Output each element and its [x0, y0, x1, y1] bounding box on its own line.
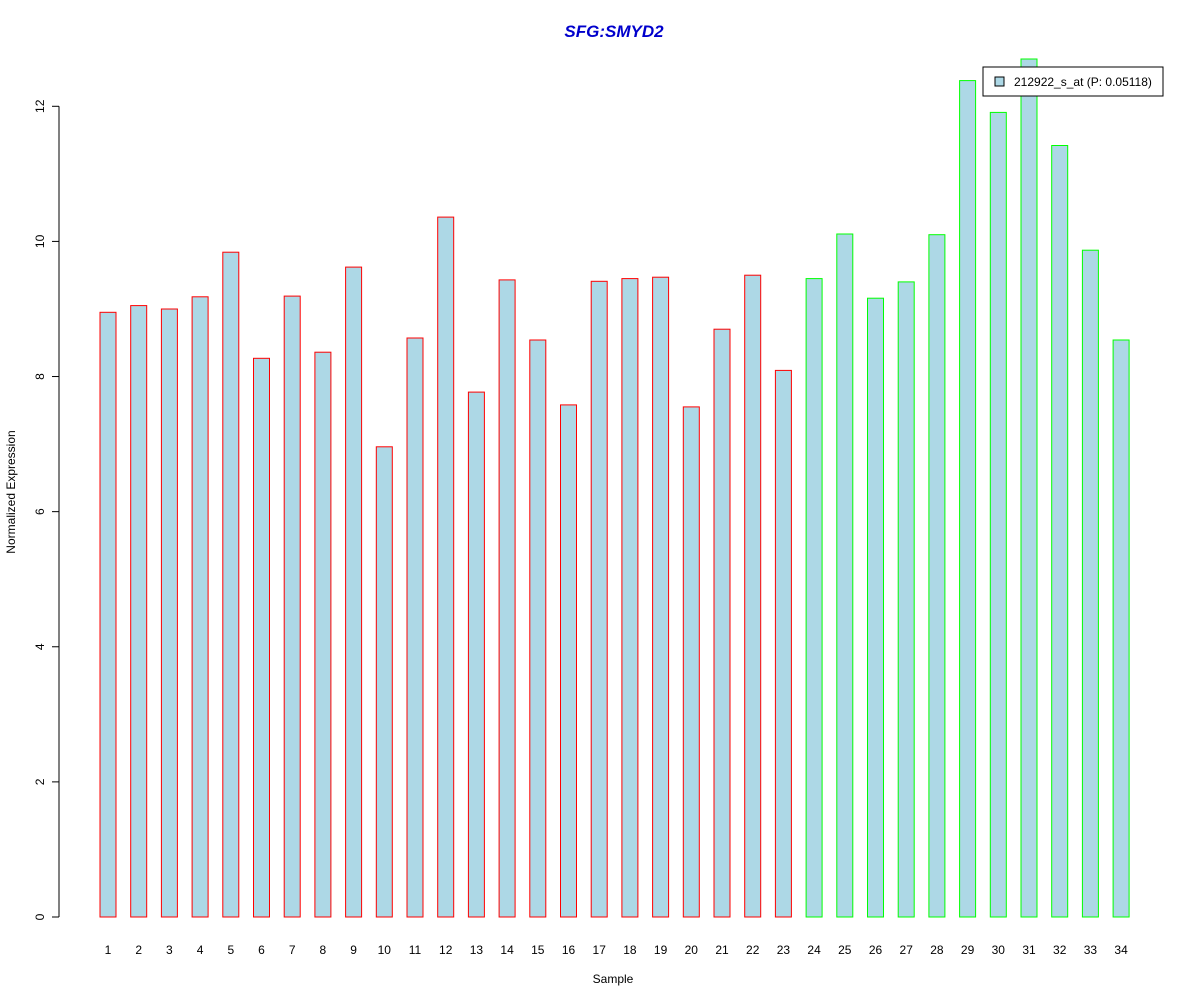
x-tick-label: 20 — [685, 943, 699, 957]
x-tick-label: 14 — [500, 943, 514, 957]
x-tick-label: 25 — [838, 943, 852, 957]
x-tick-label: 6 — [258, 943, 265, 957]
x-tick-label: 15 — [531, 943, 545, 957]
legend: 212922_s_at (P: 0.05118) — [982, 66, 1164, 97]
y-tick-label: 2 — [33, 778, 47, 785]
x-tick-label: 17 — [593, 943, 607, 957]
y-tick-label: 6 — [33, 508, 47, 515]
x-tick-label: 16 — [562, 943, 576, 957]
x-axis-tick-labels: 1 2 3 4 5 6 7 8 9 10 11 12 13 14 15 16 17 18 19 20 21 22 23 24 2… — [105, 943, 1128, 957]
bars — [99, 58, 1130, 918]
bar-sample-29 — [959, 80, 977, 918]
x-tick-label: 34 — [1114, 943, 1128, 957]
bar-sample-4 — [191, 296, 209, 918]
y-tick-label: 0 — [33, 913, 47, 920]
bar-sample-25 — [836, 233, 854, 918]
x-tick-label: 13 — [470, 943, 484, 957]
x-tick-label: 22 — [746, 943, 760, 957]
bar-sample-24 — [805, 278, 823, 918]
x-axis-label: Sample — [593, 972, 634, 986]
bar-sample-17 — [590, 280, 608, 918]
legend-box — [982, 66, 1164, 97]
bar-sample-12 — [437, 216, 455, 918]
bar-sample-10 — [375, 446, 393, 918]
x-tick-label: 1 — [105, 943, 112, 957]
bar-sample-18 — [621, 278, 639, 918]
y-axis-label: Normalized Expression — [4, 430, 18, 553]
bar-sample-7 — [283, 295, 301, 918]
x-tick-label: 31 — [1022, 943, 1036, 957]
bar-sample-6 — [253, 357, 270, 918]
y-axis: 0 2 4 6 8 10 12 — [33, 99, 60, 920]
bar-sample-33 — [1081, 249, 1099, 918]
x-tick-label: 26 — [869, 943, 883, 957]
x-tick-label: 33 — [1084, 943, 1098, 957]
bar-sample-11 — [406, 337, 424, 918]
bar-sample-9 — [345, 266, 363, 918]
x-tick-label: 28 — [930, 943, 944, 957]
chart-title: SFG:SMYD2 — [564, 22, 664, 41]
bar-sample-31 — [1020, 58, 1038, 918]
bar-sample-30 — [989, 111, 1007, 918]
bar-sample-2 — [130, 305, 148, 918]
y-tick-label: 12 — [33, 99, 47, 113]
bar-sample-32 — [1051, 145, 1069, 918]
x-tick-label: 23 — [777, 943, 791, 957]
bar-sample-20 — [682, 406, 700, 918]
x-tick-label: 12 — [439, 943, 453, 957]
x-tick-label: 24 — [807, 943, 821, 957]
x-tick-label: 8 — [320, 943, 327, 957]
bar-sample-22 — [744, 274, 762, 918]
x-tick-label: 27 — [900, 943, 914, 957]
y-tick-label: 10 — [33, 234, 47, 248]
bar-sample-19 — [652, 276, 670, 918]
y-tick-label: 4 — [33, 643, 47, 650]
bar-sample-16 — [560, 404, 577, 918]
x-tick-label: 9 — [350, 943, 357, 957]
bar-sample-34 — [1112, 339, 1130, 918]
x-tick-label: 29 — [961, 943, 975, 957]
x-tick-label: 2 — [135, 943, 142, 957]
bar-sample-14 — [498, 279, 516, 918]
bar-sample-26 — [867, 297, 884, 918]
x-tick-label: 30 — [992, 943, 1006, 957]
x-tick-label: 7 — [289, 943, 296, 957]
bar-sample-13 — [467, 391, 485, 918]
bar-sample-21 — [713, 328, 731, 918]
bar-sample-3 — [160, 308, 178, 918]
bar-sample-23 — [774, 369, 792, 918]
legend-swatch — [994, 76, 1005, 87]
bar-sample-8 — [314, 351, 332, 918]
x-tick-label: 3 — [166, 943, 173, 957]
x-tick-label: 19 — [654, 943, 668, 957]
x-tick-label: 4 — [197, 943, 204, 957]
x-tick-label: 21 — [715, 943, 729, 957]
legend-label: 212922_s_at (P: 0.05118) — [1014, 75, 1152, 89]
y-tick-label: 8 — [33, 373, 47, 380]
x-tick-label: 18 — [623, 943, 637, 957]
x-tick-label: 32 — [1053, 943, 1067, 957]
x-tick-label: 5 — [227, 943, 234, 957]
bar-sample-28 — [928, 234, 946, 918]
x-tick-label: 10 — [378, 943, 392, 957]
bar-sample-1 — [99, 311, 117, 918]
x-tick-label: 11 — [409, 943, 422, 957]
bar-sample-15 — [529, 339, 547, 918]
bar-sample-5 — [222, 251, 240, 918]
bar-sample-27 — [897, 281, 915, 918]
